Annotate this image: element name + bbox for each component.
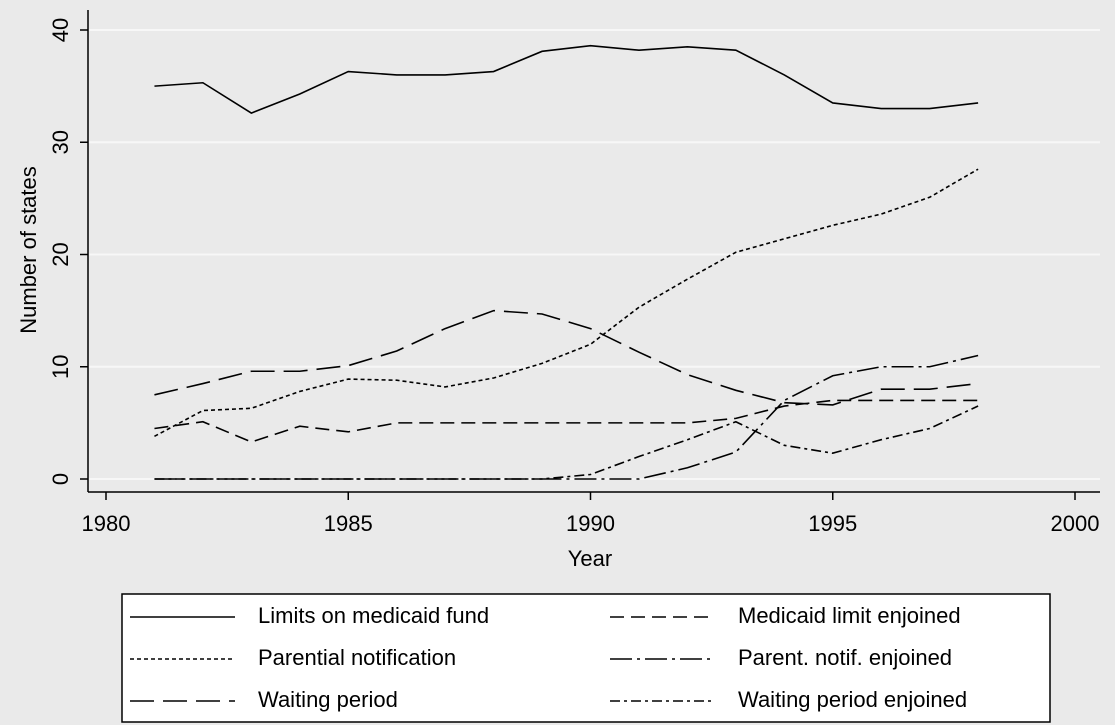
x-axis-label: Year [568,546,612,571]
x-tick-label: 1980 [82,511,131,536]
x-tick-label: 1995 [808,511,857,536]
legend-label: Medicaid limit enjoined [738,603,961,628]
legend-label: Limits on medicaid fund [258,603,489,628]
y-tick-label: 0 [48,473,73,485]
x-tick-label: 1985 [324,511,373,536]
legend-label: Parent. notif. enjoined [738,645,952,670]
legend-box [121,593,1051,723]
series-line [154,168,979,438]
legend-label: Waiting period [258,687,398,712]
series-line [154,309,979,406]
y-tick-label: 20 [48,242,73,266]
y-axis-label: Number of states [16,166,41,334]
series-line [154,405,979,480]
series-line [154,354,979,480]
y-tick-label: 30 [48,130,73,154]
legend-label: Parential notification [258,645,456,670]
series-line [154,44,979,114]
x-tick-label: 2000 [1051,511,1100,536]
y-tick-label: 10 [48,355,73,379]
y-tick-label: 40 [48,18,73,42]
legend-label: Waiting period enjoined [738,687,967,712]
x-tick-label: 1990 [566,511,615,536]
series-line [154,399,979,443]
